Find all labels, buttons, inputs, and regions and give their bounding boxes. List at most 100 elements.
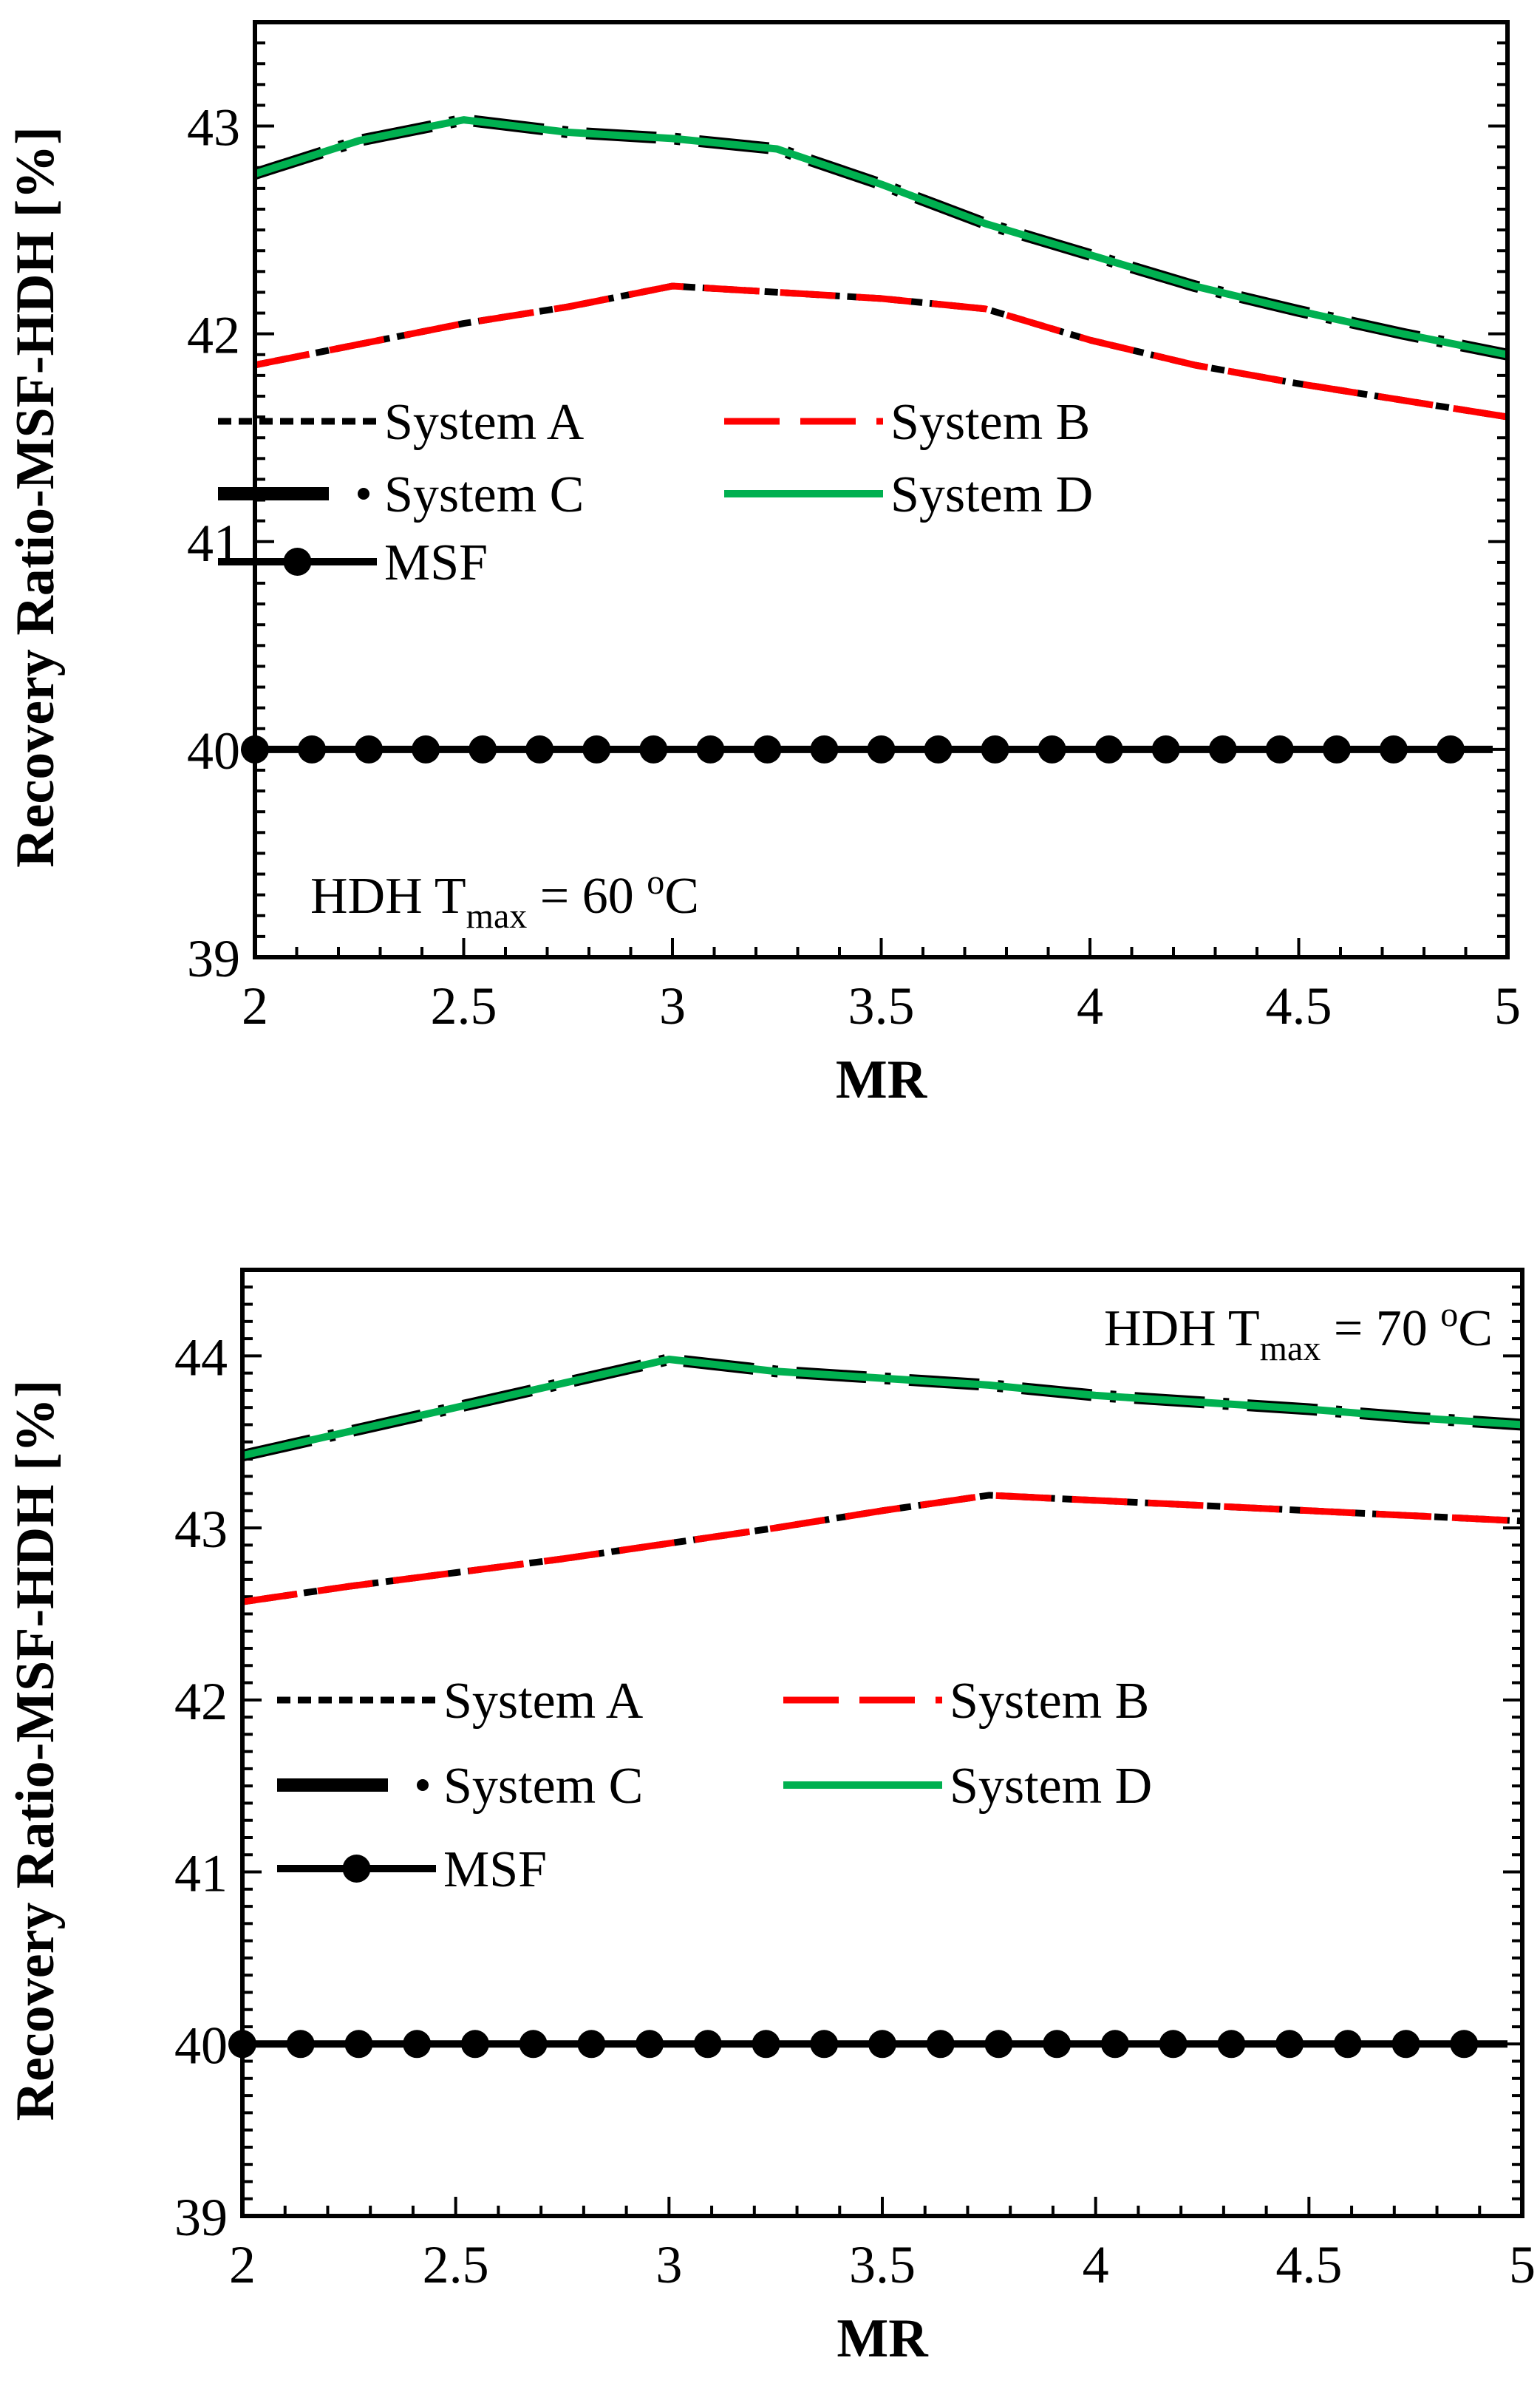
msf-point <box>1038 735 1066 764</box>
legend-label: MSF <box>443 1841 547 1898</box>
annotation-part: o <box>647 863 664 902</box>
x-tick-label: 4 <box>1077 976 1103 1036</box>
msf-point <box>1265 735 1294 764</box>
msf-point <box>1151 735 1180 764</box>
y-tick-label: 40 <box>174 2016 228 2075</box>
msf-point <box>636 2030 664 2059</box>
annotation-part: HDH T <box>310 868 466 925</box>
legend-entry-system-b: System B <box>783 1673 1149 1730</box>
annotation-part: max <box>1260 1329 1321 1368</box>
series-line-system-a <box>254 282 1508 421</box>
x-axis-title: MR <box>837 2308 929 2369</box>
x-tick-label: 2 <box>242 976 268 1036</box>
annotation-part: = 60 <box>527 868 647 925</box>
legend-sample-marker <box>283 548 312 576</box>
x-axis-title: MR <box>836 1050 928 1110</box>
legend-label: System C <box>384 466 584 523</box>
y-tick-label: 43 <box>187 98 240 157</box>
msf-point <box>1275 2030 1304 2059</box>
legend-entry-system-a: System A <box>277 1673 644 1730</box>
legend-entry-msf: MSF <box>218 534 488 591</box>
msf-point <box>1159 2030 1188 2059</box>
msf-point <box>810 735 839 764</box>
annotation-part: max <box>466 897 528 936</box>
msf-point <box>469 735 497 764</box>
x-tick-label: 5 <box>1494 976 1521 1036</box>
annotation-part: C <box>664 868 699 925</box>
msf-point <box>868 2030 896 2059</box>
legend-entry-system-b: System B <box>724 394 1090 451</box>
msf-point <box>1208 735 1237 764</box>
legend-entry-system-d: System D <box>783 1758 1152 1815</box>
y-tick-label: 41 <box>174 1844 228 1903</box>
y-tick-label: 44 <box>174 1328 228 1387</box>
legend-label: System C <box>443 1758 643 1815</box>
legend-sample-dot <box>417 1779 429 1791</box>
annotation-tmax: HDH Tmax = 60 oC <box>310 863 699 936</box>
msf-point <box>525 735 554 764</box>
series-line-system-d <box>253 116 1508 358</box>
y-tick-label: 39 <box>174 2188 228 2247</box>
msf-point <box>693 2030 722 2059</box>
msf-point <box>412 735 440 764</box>
msf-point <box>810 2030 839 2059</box>
msf-point <box>577 2030 606 2059</box>
x-tick-label: 3.5 <box>849 2235 916 2294</box>
legend-entry-system-c: System C <box>277 1758 643 1815</box>
legend-label: System D <box>890 466 1093 523</box>
annotation-part: o <box>1440 1295 1458 1334</box>
legend-sample-dot <box>358 488 369 500</box>
msf-point <box>981 735 1009 764</box>
msf-point <box>403 2030 432 2059</box>
y-tick-label: 39 <box>187 929 240 988</box>
x-tick-label: 4 <box>1083 2235 1109 2294</box>
y-axis-title: Recovery Ratio-MSF-HDH [%] <box>5 126 66 868</box>
annotation-part: = 70 <box>1321 1300 1440 1357</box>
msf-point <box>926 2030 955 2059</box>
msf-point <box>1436 735 1465 764</box>
series-line-system-b <box>242 1492 1523 1605</box>
msf-point <box>1217 2030 1246 2059</box>
legend-label: System B <box>890 394 1090 451</box>
msf-point <box>753 735 782 764</box>
msf-point <box>1450 2030 1479 2059</box>
y-axis-title: Recovery Ratio-MSF-HDH [%] <box>5 1380 66 2121</box>
x-tick-label: 3.5 <box>848 976 915 1036</box>
series-line-system-b <box>254 282 1508 421</box>
msf-point <box>344 2030 373 2059</box>
msf-point <box>355 735 384 764</box>
msf-point <box>298 735 327 764</box>
msf-point <box>1391 2030 1420 2059</box>
x-tick-label: 3 <box>659 976 686 1036</box>
msf-point <box>1100 2030 1129 2059</box>
annotation-part: HDH T <box>1104 1300 1260 1357</box>
x-tick-label: 2.5 <box>431 976 497 1036</box>
x-tick-label: 3 <box>655 2235 682 2294</box>
legend-label: System B <box>950 1673 1149 1730</box>
y-tick-label: 42 <box>187 306 240 365</box>
msf-point <box>1094 735 1123 764</box>
legend-label: System D <box>950 1758 1152 1815</box>
x-tick-label: 4.5 <box>1275 2235 1342 2294</box>
series-line-system-d <box>241 1356 1523 1460</box>
msf-point <box>286 2030 315 2059</box>
msf-point <box>519 2030 548 2059</box>
y-tick-label: 43 <box>174 1500 228 1559</box>
msf-point <box>1333 2030 1362 2059</box>
legend-entry-system-d: System D <box>724 466 1093 523</box>
legend-entry-system-a: System A <box>218 394 585 451</box>
legend-label: System A <box>384 394 585 451</box>
y-tick-label: 42 <box>174 1672 228 1731</box>
annotation-part: C <box>1458 1300 1493 1357</box>
msf-point <box>1379 735 1408 764</box>
legend-label: System A <box>443 1673 644 1730</box>
msf-point <box>460 2030 489 2059</box>
msf-point <box>1322 735 1351 764</box>
legend-entry-system-c: System C <box>218 466 584 523</box>
legend-sample-marker <box>342 1855 371 1883</box>
msf-point <box>1043 2030 1071 2059</box>
chart-panel-2: 39 40 41 42 43 44 2 2.5 3 3.5 4 4.5 5 MR Recovery Rati… <box>5 1268 1536 2369</box>
x-tick-label: 2 <box>229 2235 256 2294</box>
